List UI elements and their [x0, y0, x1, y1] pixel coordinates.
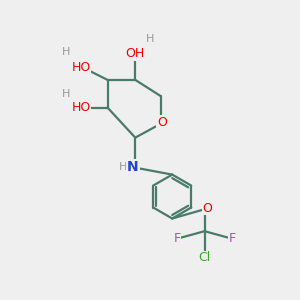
Text: OH: OH — [126, 47, 145, 60]
Text: F: F — [173, 232, 180, 244]
Text: H: H — [62, 89, 70, 99]
Text: H: H — [146, 34, 154, 44]
Text: O: O — [157, 116, 167, 129]
Text: N: N — [127, 160, 139, 173]
Text: Cl: Cl — [198, 251, 211, 264]
Text: HO: HO — [71, 101, 91, 114]
Text: H: H — [62, 47, 70, 57]
Text: O: O — [202, 202, 212, 214]
Text: HO: HO — [71, 61, 91, 74]
Text: H: H — [118, 161, 127, 172]
Text: F: F — [229, 232, 236, 244]
